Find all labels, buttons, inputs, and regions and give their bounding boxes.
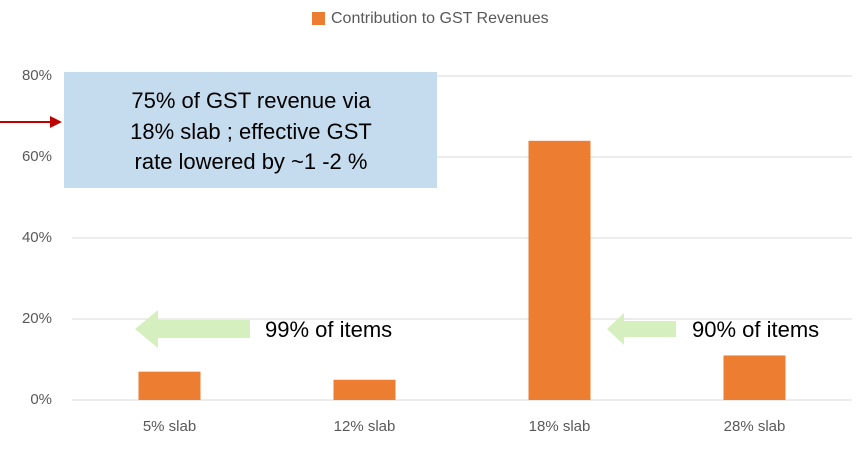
bar xyxy=(333,379,396,400)
annotation-text: 18% slab ; effective GST xyxy=(130,119,372,144)
x-tick-label: 28% slab xyxy=(724,418,786,435)
x-tick-label: 5% slab xyxy=(143,418,196,435)
green-arrow xyxy=(607,313,676,345)
annotation-text: 90% of items xyxy=(692,317,819,342)
annotation-text: 75% of GST revenue via xyxy=(131,88,371,113)
y-tick-label: 0% xyxy=(30,391,52,408)
y-tick-label: 60% xyxy=(22,148,52,165)
legend-swatch xyxy=(312,12,325,25)
annotation-text: 99% of items xyxy=(265,317,392,342)
x-tick-label: 18% slab xyxy=(529,418,591,435)
y-tick-label: 80% xyxy=(22,67,52,84)
green-arrow xyxy=(135,310,250,348)
annotation-box xyxy=(64,72,437,188)
red-arrow-head xyxy=(50,116,62,128)
x-tick-label: 12% slab xyxy=(334,418,396,435)
annotation-text: rate lowered by ~1 -2 % xyxy=(135,149,368,174)
legend-label: Contribution to GST Revenues xyxy=(331,10,549,27)
y-tick-label: 20% xyxy=(22,310,52,327)
y-tick-label: 40% xyxy=(22,229,52,246)
bar xyxy=(723,355,786,400)
bar xyxy=(528,140,591,401)
bar xyxy=(138,371,201,400)
